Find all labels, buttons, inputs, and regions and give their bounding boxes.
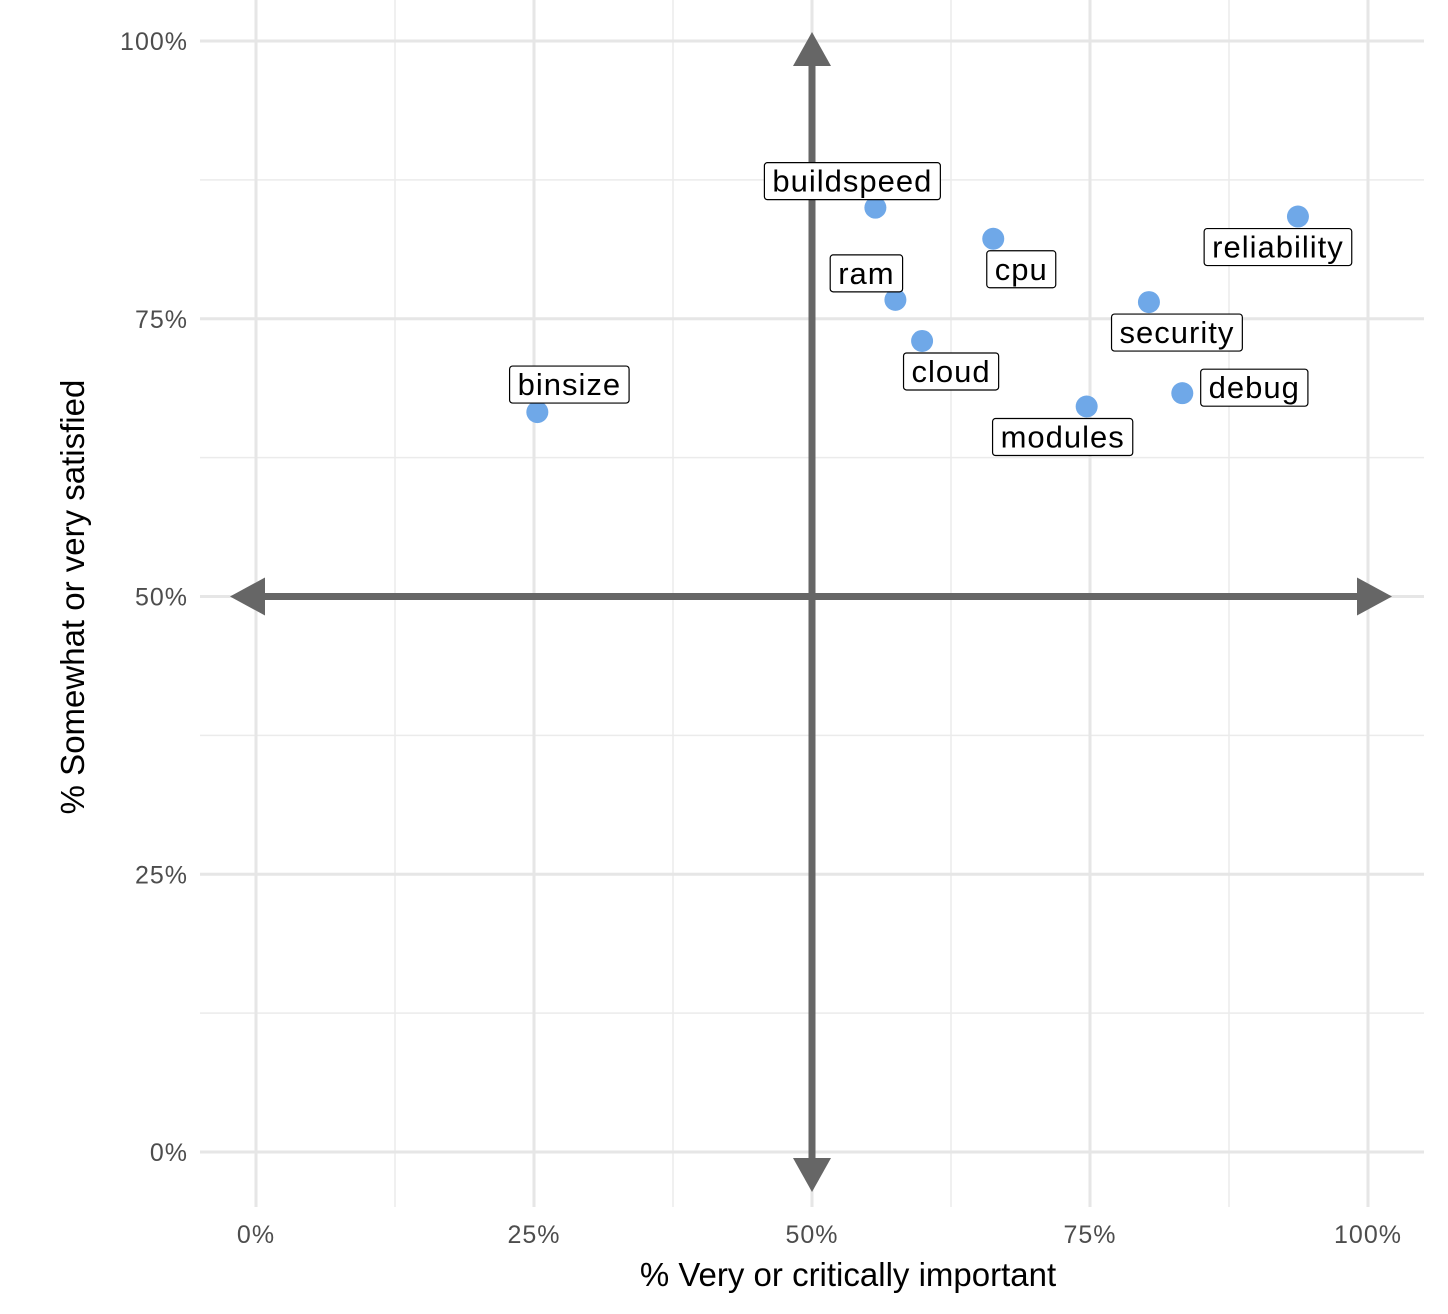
arrow-right-icon [1357, 577, 1392, 616]
arrow-down-icon [793, 1158, 831, 1192]
data-point-binsize [526, 401, 549, 424]
x-axis-title: % Very or critically important [640, 1256, 1056, 1293]
point-label-security: security [1110, 313, 1243, 352]
y-tick-label: 25% [135, 861, 188, 889]
label-text: buildspeed [772, 164, 932, 199]
x-tick-label: 75% [1063, 1221, 1116, 1249]
data-point-debug [1171, 382, 1194, 405]
x-tick-label: 0% [237, 1221, 275, 1249]
arrow-left-icon [230, 577, 265, 616]
label-text: cpu [995, 252, 1048, 287]
y-tick-label: 75% [135, 306, 188, 334]
point-label-cloud: cloud [902, 352, 1000, 391]
label-box [829, 254, 904, 293]
label-text: debug [1209, 370, 1300, 405]
data-point-reliability [1286, 205, 1309, 228]
label-box [902, 352, 1000, 391]
point-label-ram: ram [829, 254, 904, 293]
point-label-modules: modules [991, 417, 1134, 457]
y-tick-label: 0% [150, 1139, 188, 1167]
point-label-debug: debug [1200, 368, 1309, 407]
label-text: ram [838, 256, 894, 291]
label-box [1110, 313, 1243, 352]
point-labels: binsize buildspeed ram cloud cpu modules secur… [508, 162, 1353, 457]
y-tick-label: 50% [135, 584, 188, 612]
data-point-cpu [982, 227, 1005, 250]
label-box [1203, 227, 1353, 267]
data-point-buildspeed [864, 196, 887, 219]
point-label-binsize: binsize [508, 365, 630, 404]
arrow-up-icon [793, 32, 831, 66]
label-box [508, 365, 630, 404]
label-text: security [1120, 315, 1235, 350]
data-points [526, 196, 1309, 424]
y-tick-label: 100% [120, 28, 188, 56]
point-label-cpu: cpu [986, 250, 1057, 289]
x-axis-ticks: 0% 25% 50% 75% 100% [237, 1221, 1402, 1249]
label-box [986, 250, 1057, 289]
label-box [991, 417, 1134, 457]
x-tick-label: 100% [1334, 1221, 1402, 1249]
point-label-reliability: reliability [1203, 227, 1353, 267]
data-point-ram [884, 288, 907, 311]
data-point-modules [1075, 395, 1098, 418]
label-text: modules [1001, 420, 1125, 455]
data-point-cloud [911, 329, 934, 352]
quadrant-arrows [230, 32, 1392, 1192]
y-axis-title: % Somewhat or very satisfied [54, 380, 91, 815]
label-box [763, 162, 941, 201]
label-text: binsize [518, 367, 622, 402]
x-tick-label: 50% [785, 1221, 838, 1249]
point-label-buildspeed: buildspeed [763, 162, 941, 201]
label-text: cloud [912, 354, 991, 389]
x-tick-label: 25% [507, 1221, 560, 1249]
data-point-security [1137, 291, 1160, 314]
y-axis-ticks: 0% 25% 50% 75% 100% [120, 28, 188, 1167]
label-box [1200, 368, 1309, 407]
label-text: reliability [1212, 230, 1344, 265]
